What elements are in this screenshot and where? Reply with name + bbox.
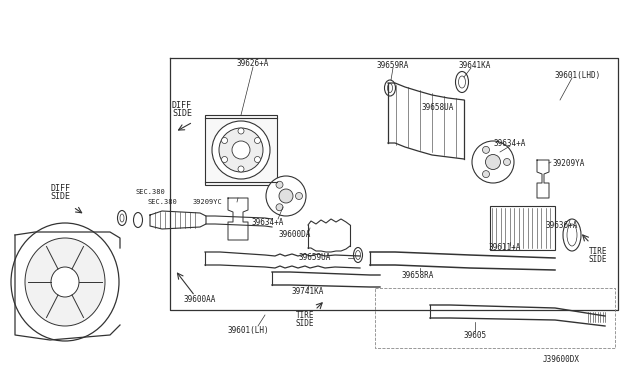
Text: SIDE: SIDE bbox=[50, 192, 70, 201]
Text: TIRE: TIRE bbox=[589, 247, 607, 257]
Ellipse shape bbox=[355, 250, 360, 260]
Ellipse shape bbox=[51, 267, 79, 297]
Text: 39636+A: 39636+A bbox=[546, 221, 578, 230]
Text: SIDE: SIDE bbox=[296, 318, 314, 327]
Text: 39611+A: 39611+A bbox=[489, 244, 521, 253]
Text: 39658RA: 39658RA bbox=[402, 270, 434, 279]
Ellipse shape bbox=[134, 212, 143, 228]
Circle shape bbox=[276, 204, 283, 211]
Text: DIFF: DIFF bbox=[172, 100, 192, 109]
Text: DIFF: DIFF bbox=[50, 183, 70, 192]
Circle shape bbox=[296, 192, 303, 199]
Text: 39641KA: 39641KA bbox=[459, 61, 491, 70]
Ellipse shape bbox=[212, 121, 270, 179]
Text: 39209YC: 39209YC bbox=[192, 199, 222, 205]
Text: 39601(LH): 39601(LH) bbox=[227, 326, 269, 334]
Text: 39601(LHD): 39601(LHD) bbox=[555, 71, 601, 80]
Ellipse shape bbox=[118, 211, 127, 225]
Ellipse shape bbox=[279, 189, 293, 203]
Ellipse shape bbox=[456, 71, 468, 93]
Text: 39600DA: 39600DA bbox=[279, 230, 311, 238]
Bar bbox=[205, 115, 277, 185]
Ellipse shape bbox=[219, 128, 263, 172]
Text: 39634+A: 39634+A bbox=[494, 138, 526, 148]
Text: SEC.380: SEC.380 bbox=[148, 199, 178, 205]
Text: SEC.380: SEC.380 bbox=[135, 189, 164, 195]
Text: J39600DX: J39600DX bbox=[543, 356, 580, 365]
Ellipse shape bbox=[353, 247, 362, 263]
Circle shape bbox=[238, 128, 244, 134]
Text: 39659UA: 39659UA bbox=[299, 253, 331, 263]
Text: 39634+A: 39634+A bbox=[252, 218, 284, 227]
Text: SIDE: SIDE bbox=[172, 109, 192, 118]
Ellipse shape bbox=[567, 224, 577, 246]
Circle shape bbox=[255, 138, 260, 144]
Circle shape bbox=[221, 138, 228, 144]
Ellipse shape bbox=[11, 223, 119, 341]
Ellipse shape bbox=[120, 214, 124, 222]
Ellipse shape bbox=[232, 141, 250, 159]
Text: 39741KA: 39741KA bbox=[292, 288, 324, 296]
Ellipse shape bbox=[472, 141, 514, 183]
Ellipse shape bbox=[458, 76, 465, 88]
Ellipse shape bbox=[25, 238, 105, 326]
Ellipse shape bbox=[385, 80, 396, 96]
Text: TIRE: TIRE bbox=[296, 311, 314, 320]
Ellipse shape bbox=[563, 219, 581, 251]
Text: 39658UA: 39658UA bbox=[422, 103, 454, 112]
Ellipse shape bbox=[387, 83, 392, 93]
Text: 39605: 39605 bbox=[463, 330, 486, 340]
Ellipse shape bbox=[266, 176, 306, 216]
Text: 39659RA: 39659RA bbox=[377, 61, 409, 70]
Circle shape bbox=[238, 166, 244, 172]
Circle shape bbox=[221, 157, 228, 163]
Text: 39600AA: 39600AA bbox=[184, 295, 216, 305]
Ellipse shape bbox=[486, 154, 500, 170]
Circle shape bbox=[483, 171, 490, 177]
Text: 39209YA: 39209YA bbox=[553, 158, 586, 167]
Bar bbox=[490, 206, 555, 250]
Circle shape bbox=[276, 181, 283, 188]
Text: 39626+A: 39626+A bbox=[237, 58, 269, 67]
Circle shape bbox=[483, 146, 490, 153]
Circle shape bbox=[504, 158, 511, 166]
Text: SIDE: SIDE bbox=[589, 256, 607, 264]
Circle shape bbox=[255, 157, 260, 163]
